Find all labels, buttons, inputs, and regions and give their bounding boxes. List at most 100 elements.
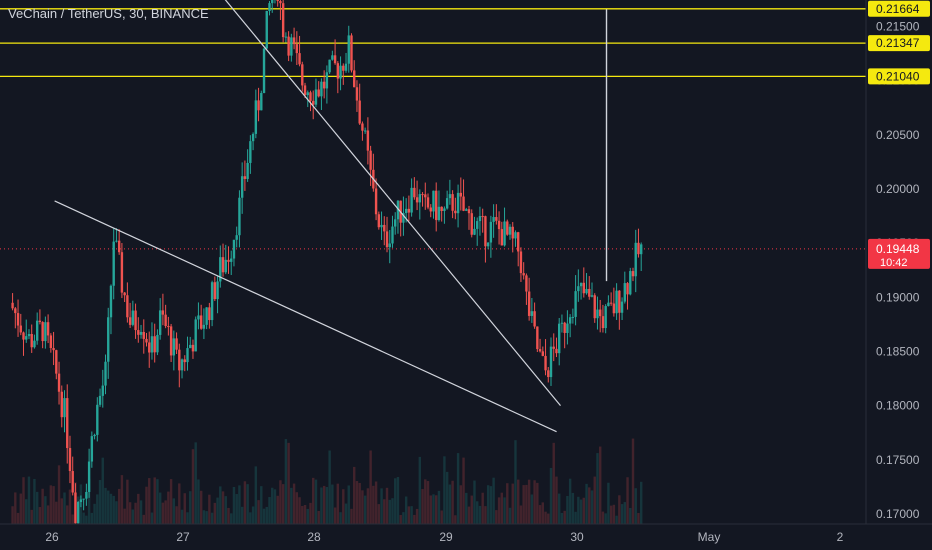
level-label-box: [868, 68, 930, 85]
volume-bar: [55, 501, 58, 524]
candle-body: [571, 316, 575, 318]
candle-body: [210, 282, 214, 321]
candle-body: [254, 100, 258, 134]
volume-bar: [224, 496, 227, 524]
x-tick-label: 27: [176, 530, 190, 544]
candle-body: [424, 194, 427, 198]
volume-bar: [410, 506, 413, 524]
volume-bar: [33, 478, 36, 524]
candle-body: [402, 213, 405, 223]
trendlines: [54, 0, 561, 433]
y-tick-label: 0.20500: [876, 128, 920, 142]
volume-bar: [394, 478, 397, 524]
volume-bar: [14, 492, 17, 524]
candle-body: [465, 209, 468, 211]
volume-bar: [46, 505, 50, 524]
volume-bar: [19, 493, 22, 524]
volume-bar: [599, 446, 602, 524]
candle-body: [435, 190, 438, 221]
candle-body: [183, 359, 186, 363]
volume-bar: [620, 504, 624, 524]
volume-bar: [511, 483, 514, 524]
volume-bar: [407, 506, 411, 524]
volume-bar: [497, 497, 501, 524]
candle-body: [366, 130, 370, 151]
candle-body: [609, 302, 613, 304]
volume-bar: [137, 493, 140, 524]
volume-bar: [607, 482, 610, 524]
candle-body: [287, 36, 290, 56]
time-axis[interactable]: 26 27 28 29 30 May 2: [0, 523, 932, 550]
volume-bar: [257, 500, 260, 524]
candle-body: [25, 336, 28, 340]
volume-bar: [306, 508, 309, 524]
candle-body: [358, 100, 361, 124]
candle-body: [568, 317, 572, 324]
volume-bar: [150, 512, 154, 524]
volume-bar: [284, 439, 288, 524]
candle-body: [328, 59, 331, 73]
volume-bar: [547, 513, 550, 524]
candle-body: [369, 150, 372, 170]
volume-bar: [336, 483, 340, 524]
volume-bar: [443, 456, 446, 524]
y-tick-label: 0.19000: [876, 290, 920, 304]
volume-bar: [549, 467, 553, 524]
volume-bar: [426, 481, 430, 524]
volume-bar: [30, 509, 33, 524]
volume-bar: [309, 502, 312, 524]
candle-body: [265, 11, 268, 49]
volume-bar: [552, 442, 555, 524]
candle-body: [574, 291, 577, 317]
volume-bar: [123, 508, 126, 524]
volume-bar: [238, 485, 241, 524]
volume-bar: [290, 487, 293, 524]
volume-bar: [167, 491, 170, 524]
current-price-box: [868, 238, 930, 269]
y-tick-label: 0.20000: [876, 182, 920, 196]
volume-bar: [314, 479, 318, 524]
volume-bar: [295, 492, 299, 524]
volume-bar: [495, 510, 498, 524]
candle-body: [16, 313, 20, 326]
price-axis[interactable]: 0.170000.175000.180000.185000.190000.195…: [865, 0, 932, 550]
volume-bar: [38, 507, 42, 524]
volume-bar: [175, 506, 178, 524]
candle-body: [541, 351, 545, 356]
candle-body: [445, 198, 449, 209]
volume-bar: [391, 498, 394, 524]
candle-body: [489, 221, 493, 243]
candle-body: [101, 385, 104, 396]
candle-body: [178, 349, 181, 371]
volume-bar: [503, 497, 506, 524]
candle-body: [161, 310, 165, 315]
volume-bar: [139, 500, 143, 524]
candle-body: [202, 324, 206, 329]
volume-bar: [383, 499, 386, 524]
volume-bar: [210, 512, 214, 524]
volume-bar: [601, 511, 605, 524]
candle-body: [109, 285, 113, 318]
candle-body: [216, 281, 219, 300]
volume-bar: [101, 457, 104, 524]
candle-body: [514, 232, 517, 239]
candle-body: [281, 3, 285, 38]
candle-body: [437, 206, 441, 221]
candle-body: [415, 197, 419, 203]
volume-bar: [85, 515, 88, 524]
x-tick-label: 30: [570, 530, 584, 544]
volume-bar: [465, 492, 468, 524]
candle-body: [41, 322, 44, 342]
candle-body: [76, 502, 80, 524]
candle-body: [432, 190, 435, 212]
volume-bar: [506, 483, 509, 524]
level-label: 0.21040: [876, 69, 920, 83]
candle-body: [19, 325, 22, 333]
volume-bar: [202, 510, 206, 524]
volume-bar: [279, 480, 282, 524]
volume-bar: [435, 495, 438, 524]
volume-bar: [437, 490, 441, 524]
volume-bar: [57, 465, 61, 524]
